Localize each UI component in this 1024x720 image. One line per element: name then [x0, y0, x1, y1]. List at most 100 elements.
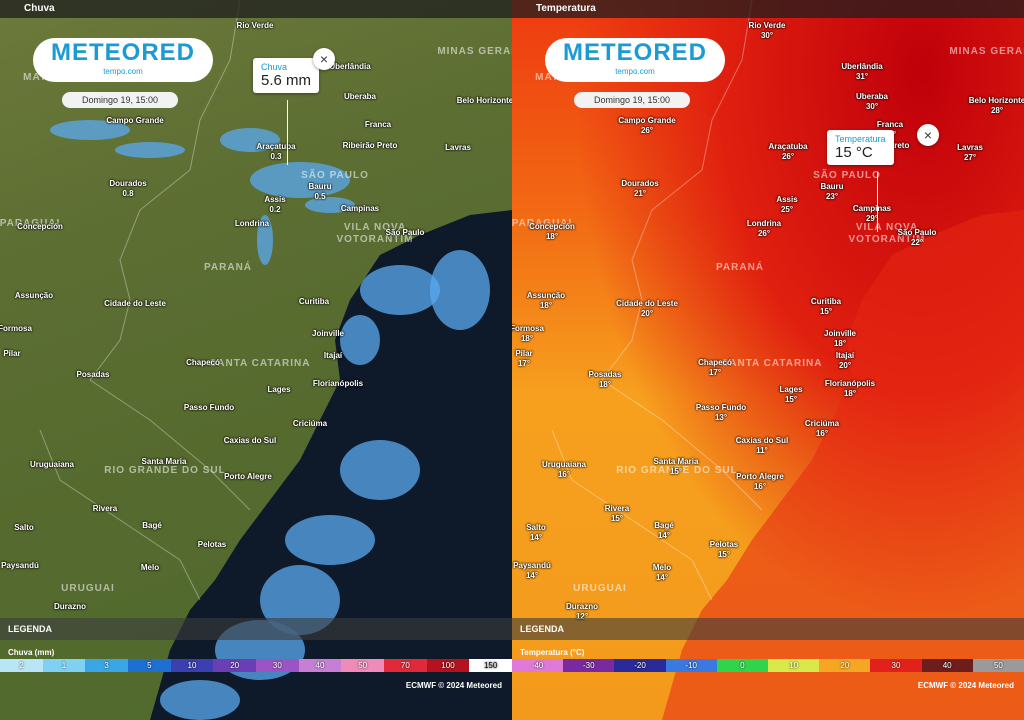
city-value: 26°: [640, 126, 654, 135]
city-name: Pilar: [515, 349, 533, 358]
region-label: PARANÁ: [715, 262, 765, 273]
city-name: Lages: [267, 385, 291, 394]
city-name: Araçatuba: [768, 142, 808, 151]
city-name: Lavras: [957, 143, 983, 152]
city-value: 17°: [517, 359, 531, 368]
city-name: Formosa: [512, 324, 544, 333]
city-value: 18°: [833, 339, 847, 348]
region-label: SÃO PAULO: [813, 170, 881, 181]
city-name: Chapecó: [186, 358, 220, 367]
city-value: 13°: [714, 413, 728, 422]
city-name: Rivera: [92, 504, 118, 513]
layer-title: Temperatura: [512, 0, 1024, 18]
city-label: Caxias do Sul 11°: [736, 436, 788, 456]
rain-area: [50, 120, 130, 140]
legend-scale-title: Temperatura (°C): [520, 648, 585, 657]
city-name: Uberlândia: [329, 62, 371, 71]
city-label: Caxias do Sul: [224, 436, 276, 446]
region-label: URUGUAI: [61, 583, 115, 594]
city-label: Durazno: [54, 602, 86, 612]
map: [50, 120, 512, 720]
city-label: Passo Fundo 13°: [696, 403, 746, 423]
close-button[interactable]: ×: [917, 124, 939, 146]
city-name: Porto Alegre: [736, 472, 784, 481]
legend-swatch: 10: [170, 659, 214, 672]
city-label: Uruguaiana 16°: [542, 460, 586, 480]
logo-sub: tempo.com: [103, 67, 143, 76]
city-label: Itajaí 20°: [836, 351, 854, 371]
city-value: 14°: [529, 533, 543, 542]
city-value: 15°: [669, 467, 683, 476]
legend-swatch: 10: [768, 659, 820, 672]
rain-area: [250, 162, 350, 198]
city-name: Durazno: [566, 602, 598, 611]
region-label: VOTORANTIM: [848, 234, 926, 245]
city-value: 18°: [598, 380, 612, 389]
rain-area: [340, 440, 420, 500]
legend-swatch: 0: [716, 659, 768, 672]
city-label: Porto Alegre: [224, 472, 272, 482]
city-label: Porto Alegre 16°: [736, 472, 784, 492]
city-label: Franca: [365, 120, 391, 130]
close-button[interactable]: ×: [313, 48, 335, 70]
city-label: Pelotas: [198, 540, 226, 550]
city-label: Cidade do Leste 20°: [616, 299, 678, 319]
popup: Chuva 5.6 mm: [253, 58, 320, 93]
city-name: Itajaí: [835, 351, 855, 360]
city-label: Chapecó: [186, 358, 220, 368]
city-value: 28°: [990, 106, 1004, 115]
popup-value: 15 °C: [835, 144, 873, 161]
city-name: Passo Fundo: [695, 403, 747, 412]
city-label: São Paulo 22°: [898, 228, 937, 248]
city-name: Formosa: [0, 324, 32, 333]
city-name: Dourados: [621, 179, 659, 188]
city-name: Passo Fundo: [183, 403, 235, 412]
city-name: Rivera: [604, 504, 630, 513]
region-label: PARAGUAI: [0, 218, 61, 229]
city-name: Santa Maria: [141, 457, 187, 466]
city-label: Assunção: [15, 291, 53, 301]
city-value: 0.2: [269, 205, 281, 214]
city-name: Pelotas: [709, 540, 739, 549]
city-name: Dourados: [109, 179, 147, 188]
city-name: Joinville: [311, 329, 345, 338]
city-label: Assis 0.2: [264, 195, 285, 215]
city-value: 27°: [963, 153, 977, 162]
city-label: Paysandú 14°: [513, 561, 551, 581]
legend-swatch: 30: [870, 659, 922, 672]
city-value: 18°: [843, 389, 857, 398]
legend-swatch: -20: [614, 659, 666, 672]
city-label: Bauru 23°: [820, 182, 843, 202]
city-value: 26°: [757, 229, 771, 238]
region-label: SANTA CATARINA: [209, 358, 311, 369]
city-label: Santa Maria 15°: [654, 457, 699, 477]
city-label: Campinas: [341, 204, 379, 214]
legend-swatch: 30: [256, 659, 299, 672]
city-name: Campinas: [852, 204, 892, 213]
city-name: Melo: [652, 563, 672, 572]
city-name: Itajaí: [323, 351, 343, 360]
city-name: Florianópolis: [312, 379, 364, 388]
legend-swatch: 50: [972, 659, 1024, 672]
region-label: SÃO PAULO: [301, 170, 369, 181]
city-label: Formosa 18°: [512, 324, 544, 344]
city-value: 31°: [855, 72, 869, 81]
city-label: Melo: [141, 563, 159, 573]
legend-swatch: 40: [921, 659, 973, 672]
city-value: 11°: [756, 446, 768, 455]
city-value: 15°: [610, 514, 624, 523]
city-name: Assis: [776, 195, 798, 204]
date-pill: Domingo 19, 15:00: [574, 92, 690, 108]
city-value: 20°: [640, 309, 654, 318]
city-name: São Paulo: [897, 228, 937, 237]
city-name: Franca: [364, 120, 392, 129]
region-label: PARANÁ: [203, 262, 253, 273]
city-name: Uberaba: [855, 92, 889, 101]
city-name: Rio Verde: [748, 21, 786, 30]
city-value: 14°: [655, 573, 669, 582]
city-name: Lavras: [445, 143, 471, 152]
legend-title: LEGENDA: [0, 618, 512, 640]
popup-label: Chuva: [261, 62, 288, 72]
region-label: SANTA CATARINA: [721, 358, 823, 369]
legend-swatch: 1: [42, 659, 86, 672]
